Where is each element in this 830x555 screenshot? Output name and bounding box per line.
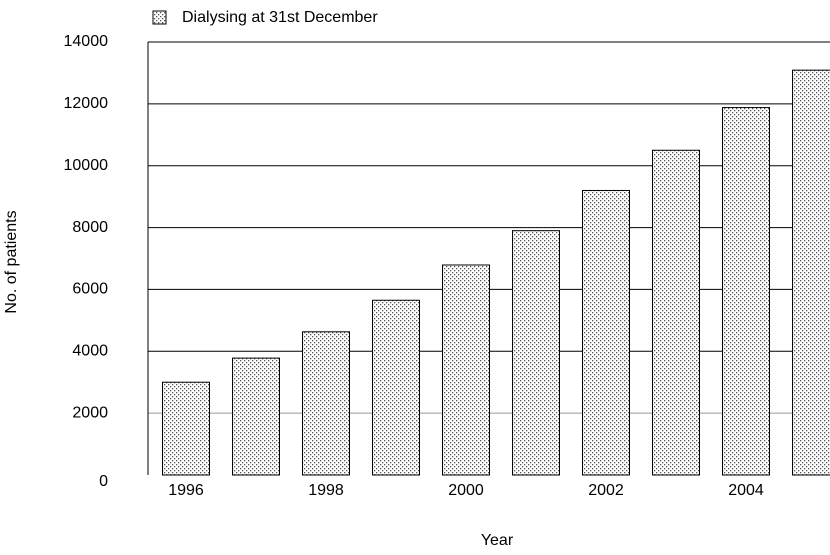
bar xyxy=(232,357,280,476)
x-axis-label: Year xyxy=(481,532,514,549)
x-tick-label: 2000 xyxy=(448,482,484,499)
x-tick-label: 2002 xyxy=(588,482,624,499)
y-tick-label: 4000 xyxy=(72,343,108,360)
y-tick-label: 6000 xyxy=(72,281,108,298)
x-tick-label: 1996 xyxy=(168,482,204,499)
bar xyxy=(372,299,420,476)
bar xyxy=(722,107,770,476)
x-tick-label: 1998 xyxy=(308,482,344,499)
legend-label: Dialysing at 31st December xyxy=(182,9,378,26)
y-axis-label: No. of patients xyxy=(3,210,20,313)
y-tick-label: 10000 xyxy=(64,157,109,174)
y-tick-label: 14000 xyxy=(64,33,109,50)
y-tick-label: 0 xyxy=(99,473,108,490)
bar xyxy=(302,331,350,476)
bar xyxy=(512,230,560,476)
y-tick-label: 8000 xyxy=(72,219,108,236)
bar xyxy=(442,264,490,476)
x-tick-label: 2004 xyxy=(728,482,764,499)
y-tick-label: 12000 xyxy=(64,95,109,112)
bar xyxy=(162,381,210,476)
y-tick-label: 2000 xyxy=(72,404,108,421)
legend-swatch xyxy=(152,10,167,25)
bar xyxy=(582,189,630,476)
bar xyxy=(652,149,700,476)
bar xyxy=(792,69,830,476)
